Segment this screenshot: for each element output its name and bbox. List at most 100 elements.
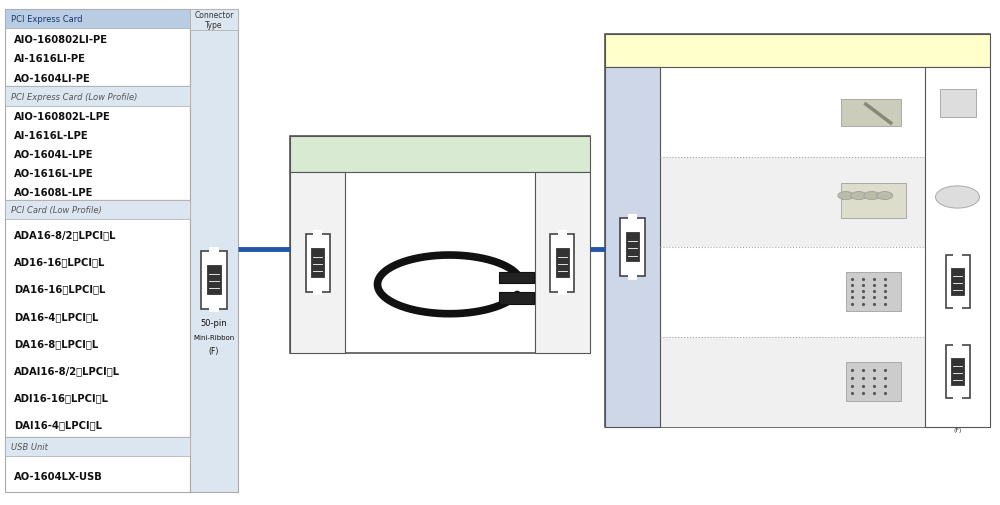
- Text: Card Side: Card Side: [295, 150, 332, 159]
- Text: Buffer Amplifier Box: Buffer Amplifier Box: [670, 267, 775, 277]
- Text: DA16-4（LPCI）L: DA16-4（LPCI）L: [14, 311, 98, 321]
- Text: ATBA-8L: ATBA-8L: [670, 398, 732, 411]
- Text: AO-1604L-LPE: AO-1604L-LPE: [14, 149, 94, 160]
- Bar: [846, 363, 901, 401]
- Text: 50-pin
Mini-
Ribbon
(F): 50-pin Mini- Ribbon (F): [947, 410, 968, 432]
- Text: AI-1616LI-PE: AI-1616LI-PE: [14, 54, 86, 64]
- Text: DA16-16（LPCI）L: DA16-16（LPCI）L: [14, 284, 105, 294]
- Text: *3*4*5: *3*4*5: [726, 306, 755, 315]
- Text: ADA16-8/2（LPCI）L: ADA16-8/2（LPCI）L: [14, 230, 116, 240]
- Text: (M): (M): [312, 326, 323, 333]
- Bar: [313, 230, 322, 236]
- Text: *1*2*5: *1*2*5: [712, 207, 740, 216]
- Text: AO-1604LX-USB: AO-1604LX-USB: [14, 471, 103, 481]
- Text: AIO-160802L-LPE: AIO-160802L-LPE: [14, 112, 111, 122]
- Bar: [605, 68, 660, 427]
- Text: Cable Side: Cable Side: [609, 47, 650, 56]
- Bar: [201, 251, 227, 309]
- Bar: [290, 136, 590, 173]
- Bar: [620, 218, 645, 277]
- Bar: [660, 68, 925, 158]
- Text: PCI Card (Low Profile): PCI Card (Low Profile): [11, 206, 102, 215]
- Bar: [556, 248, 569, 278]
- Bar: [946, 345, 970, 398]
- Bar: [953, 397, 962, 401]
- Bar: [306, 234, 330, 292]
- Text: 50-pin: 50-pin: [620, 285, 645, 294]
- Text: 50-pin
Mini-
Ribbon
(F): 50-pin Mini- Ribbon (F): [947, 320, 968, 342]
- Bar: [558, 230, 567, 236]
- Text: 50-pin: 50-pin: [305, 301, 330, 310]
- Bar: [5, 437, 190, 492]
- Bar: [953, 342, 962, 347]
- Text: Buffer Amplifier Box: Buffer Amplifier Box: [670, 357, 775, 367]
- Text: ADI16-16（LPCI）L: ADI16-16（LPCI）L: [14, 392, 109, 402]
- Text: Shielded Cable: Shielded Cable: [353, 147, 468, 162]
- Bar: [841, 99, 901, 126]
- Text: Accessory
Side: Accessory Side: [552, 148, 587, 161]
- Text: ADAI16-8/2（LPCI）L: ADAI16-8/2（LPCI）L: [14, 366, 120, 375]
- Text: AO-1604LI-PE: AO-1604LI-PE: [14, 74, 91, 83]
- Bar: [628, 275, 637, 280]
- Bar: [5, 87, 190, 107]
- Text: M3 Screw: M3 Screw: [941, 136, 974, 142]
- Text: BNC: BNC: [949, 222, 966, 231]
- Text: AO-1616L-LPE: AO-1616L-LPE: [14, 168, 94, 178]
- Bar: [207, 266, 221, 295]
- Text: *1*3*4*5: *1*3*4*5: [719, 395, 756, 405]
- Bar: [5, 87, 190, 200]
- Bar: [951, 269, 964, 295]
- Bar: [313, 290, 322, 296]
- Bar: [660, 158, 925, 247]
- Text: (F): (F): [628, 311, 637, 317]
- Bar: [311, 248, 324, 278]
- Text: (M): (M): [557, 326, 568, 333]
- Text: ATP-8L: ATP-8L: [670, 210, 721, 223]
- Text: DA16-8（LPCI）L: DA16-8（LPCI）L: [14, 338, 98, 348]
- Text: Mini-Ribbon: Mini-Ribbon: [299, 316, 336, 321]
- Bar: [190, 10, 238, 492]
- Bar: [209, 308, 219, 313]
- Circle shape: [864, 192, 880, 200]
- Text: PCB50PS-1.5P: PCB50PS-1.5P: [357, 228, 463, 241]
- Text: Accessories: Accessories: [670, 43, 768, 61]
- Bar: [953, 252, 962, 257]
- Text: (8 ch type): (8 ch type): [670, 381, 727, 391]
- Text: AD16-16（LPCI）L: AD16-16（LPCI）L: [14, 257, 105, 267]
- Bar: [605, 35, 990, 68]
- Circle shape: [838, 192, 854, 200]
- Circle shape: [936, 186, 980, 209]
- Text: USB Unit: USB Unit: [11, 442, 48, 451]
- Bar: [925, 68, 990, 427]
- Bar: [946, 256, 970, 309]
- Bar: [5, 10, 190, 87]
- Bar: [626, 233, 639, 262]
- Circle shape: [877, 192, 893, 200]
- Text: AI-1616L-LPE: AI-1616L-LPE: [14, 131, 89, 140]
- Bar: [290, 136, 590, 354]
- Bar: [5, 437, 190, 456]
- Text: AO-1608L-LPE: AO-1608L-LPE: [14, 187, 93, 197]
- Text: PCI Express Card: PCI Express Card: [11, 15, 82, 24]
- Bar: [5, 10, 190, 29]
- Text: EPD-50A: EPD-50A: [670, 120, 734, 133]
- Text: ATBA-16L: ATBA-16L: [670, 309, 741, 321]
- Bar: [605, 35, 990, 427]
- Bar: [940, 90, 976, 118]
- Bar: [628, 215, 637, 220]
- Bar: [951, 359, 964, 385]
- Text: PCI Express Card (Low Profile): PCI Express Card (Low Profile): [11, 92, 137, 102]
- Bar: [558, 290, 567, 296]
- Text: (F): (F): [209, 346, 219, 355]
- Bar: [535, 173, 590, 354]
- Bar: [846, 273, 901, 312]
- Bar: [290, 173, 345, 354]
- Bar: [660, 247, 925, 337]
- Text: AIO-160802LI-PE: AIO-160802LI-PE: [14, 35, 108, 45]
- Bar: [5, 200, 190, 220]
- Bar: [953, 307, 962, 312]
- Bar: [190, 10, 238, 31]
- Bar: [5, 200, 190, 437]
- Text: Mini-Ribbon: Mini-Ribbon: [614, 300, 651, 306]
- Text: 50-pin: 50-pin: [550, 301, 575, 310]
